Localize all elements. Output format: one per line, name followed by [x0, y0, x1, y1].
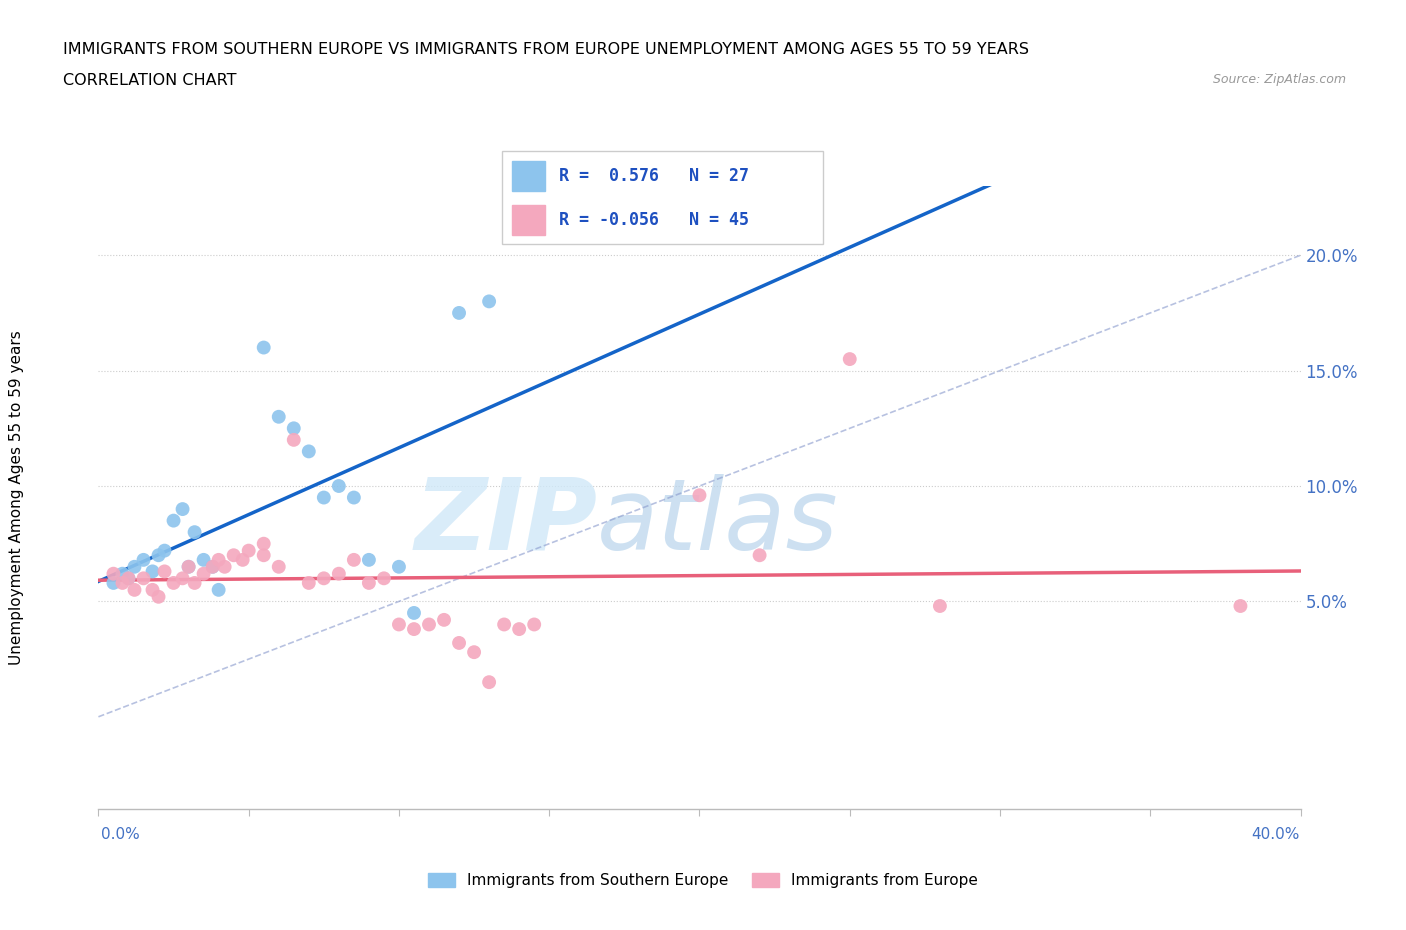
Point: [312, 571, 335, 586]
Point: [929, 599, 952, 614]
Text: ZIP: ZIP: [415, 474, 598, 571]
Text: Source: ZipAtlas.com: Source: ZipAtlas.com: [1212, 73, 1346, 86]
Text: 0.0%: 0.0%: [101, 827, 141, 842]
Point: [523, 617, 546, 631]
Point: [172, 571, 194, 586]
Point: [201, 559, 224, 574]
Point: [141, 582, 163, 597]
Point: [172, 501, 194, 516]
Point: [478, 294, 501, 309]
Text: IMMIGRANTS FROM SOUTHERN EUROPE VS IMMIGRANTS FROM EUROPE UNEMPLOYMENT AMONG AGE: IMMIGRANTS FROM SOUTHERN EUROPE VS IMMIG…: [63, 42, 1029, 57]
Point: [328, 566, 350, 581]
Point: [478, 675, 501, 690]
Point: [748, 548, 770, 563]
Point: [148, 590, 170, 604]
Point: [283, 421, 305, 436]
Point: [117, 571, 139, 586]
Text: 40.0%: 40.0%: [1251, 827, 1299, 842]
Point: [388, 559, 411, 574]
Point: [117, 571, 139, 586]
Point: [298, 444, 321, 458]
Point: [253, 340, 276, 355]
Point: [283, 432, 305, 447]
Text: R = -0.056   N = 45: R = -0.056 N = 45: [558, 211, 748, 229]
Point: [214, 559, 236, 574]
Point: [838, 352, 860, 366]
Point: [689, 488, 711, 503]
Point: [463, 644, 485, 659]
Point: [153, 564, 176, 578]
Point: [238, 543, 260, 558]
Point: [267, 559, 290, 574]
Point: [177, 559, 200, 574]
Point: [183, 525, 205, 539]
Text: Unemployment Among Ages 55 to 59 years: Unemployment Among Ages 55 to 59 years: [10, 330, 24, 665]
Point: [124, 559, 146, 574]
Point: [148, 548, 170, 563]
Point: [402, 621, 425, 636]
Point: [312, 490, 335, 505]
Point: [253, 548, 276, 563]
Point: [418, 617, 440, 631]
Point: [508, 621, 530, 636]
Point: [357, 552, 380, 567]
Point: [222, 548, 245, 563]
Point: [298, 576, 321, 591]
Point: [103, 576, 125, 591]
Point: [373, 571, 395, 586]
Point: [447, 635, 470, 650]
Text: CORRELATION CHART: CORRELATION CHART: [63, 73, 236, 87]
Point: [111, 566, 134, 581]
Point: [328, 479, 350, 494]
Point: [201, 559, 224, 574]
Point: [208, 552, 231, 567]
Point: [494, 617, 516, 631]
Point: [103, 566, 125, 581]
Bar: [512, 162, 546, 191]
Point: [433, 613, 456, 628]
Point: [402, 605, 425, 620]
Point: [193, 552, 215, 567]
Point: [1229, 599, 1251, 614]
Point: [177, 559, 200, 574]
Text: atlas: atlas: [598, 474, 839, 571]
FancyBboxPatch shape: [502, 151, 823, 245]
Bar: [512, 206, 546, 234]
Point: [343, 490, 366, 505]
Point: [141, 564, 163, 578]
Point: [132, 571, 155, 586]
Point: [357, 576, 380, 591]
Point: [253, 537, 276, 551]
Point: [111, 576, 134, 591]
Point: [447, 305, 470, 320]
Point: [153, 543, 176, 558]
Point: [208, 582, 231, 597]
Point: [343, 552, 366, 567]
Point: [193, 566, 215, 581]
Point: [267, 409, 290, 424]
Legend: Immigrants from Southern Europe, Immigrants from Europe: Immigrants from Southern Europe, Immigra…: [422, 867, 984, 895]
Text: R =  0.576   N = 27: R = 0.576 N = 27: [558, 167, 748, 185]
Point: [388, 617, 411, 631]
Point: [132, 552, 155, 567]
Point: [124, 582, 146, 597]
Point: [183, 576, 205, 591]
Point: [162, 576, 184, 591]
Point: [162, 513, 184, 528]
Point: [232, 552, 254, 567]
